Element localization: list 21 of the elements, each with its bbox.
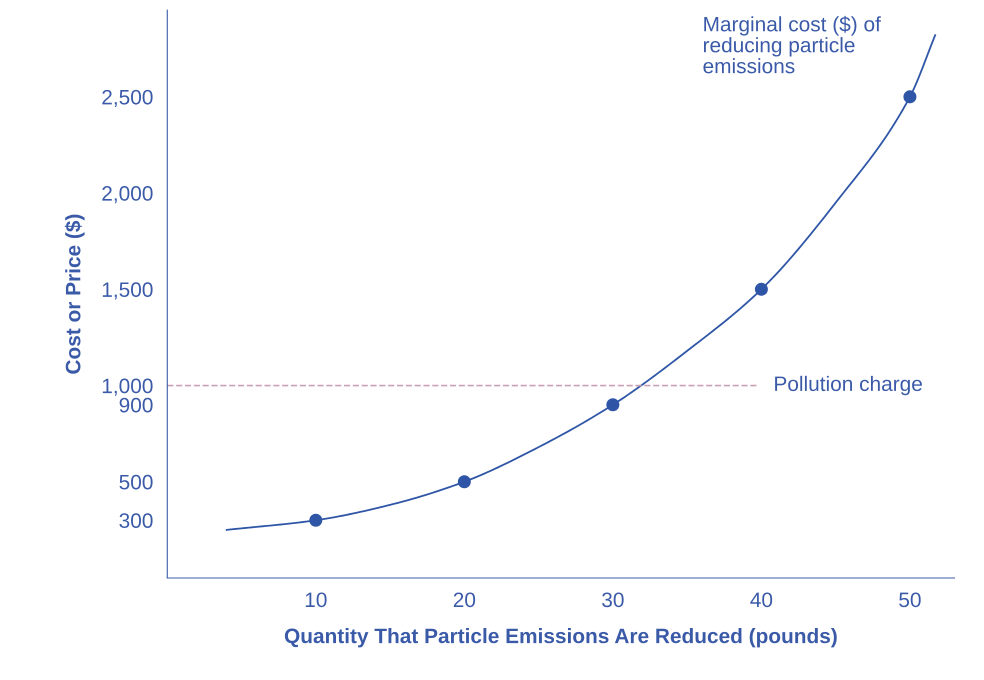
- y-tick-label: 500: [119, 474, 153, 490]
- y-tick-label: 300: [119, 513, 153, 528]
- x-tick-label: 10: [306, 592, 327, 608]
- y-tick-label: 900: [120, 398, 153, 413]
- annotation: Marginal cost ($) of reducing particle emissions: [703, 16, 881, 74]
- y-axis-title: Cost or Price ($): [64, 214, 85, 374]
- x-tick-label: 20: [454, 592, 476, 608]
- point: [309, 514, 322, 527]
- point: [458, 475, 471, 488]
- y-tick-label: 1,000: [102, 378, 153, 396]
- y-tick-label: 2,000: [102, 186, 153, 204]
- x-tick-label: 40: [750, 592, 772, 608]
- y-tick-label: 2,500: [102, 90, 153, 108]
- y-tick-label: 1,500: [102, 282, 153, 300]
- point: [903, 90, 916, 104]
- point: [754, 282, 768, 296]
- x-axis-title: Quantity That Particle Emissions Are Reduced (pounds): [284, 628, 837, 648]
- ref-line-label: Pollution charge: [775, 376, 922, 396]
- x-tick-label: 50: [899, 592, 921, 608]
- point: [606, 398, 620, 412]
- x-tick-label: 30: [602, 592, 624, 608]
